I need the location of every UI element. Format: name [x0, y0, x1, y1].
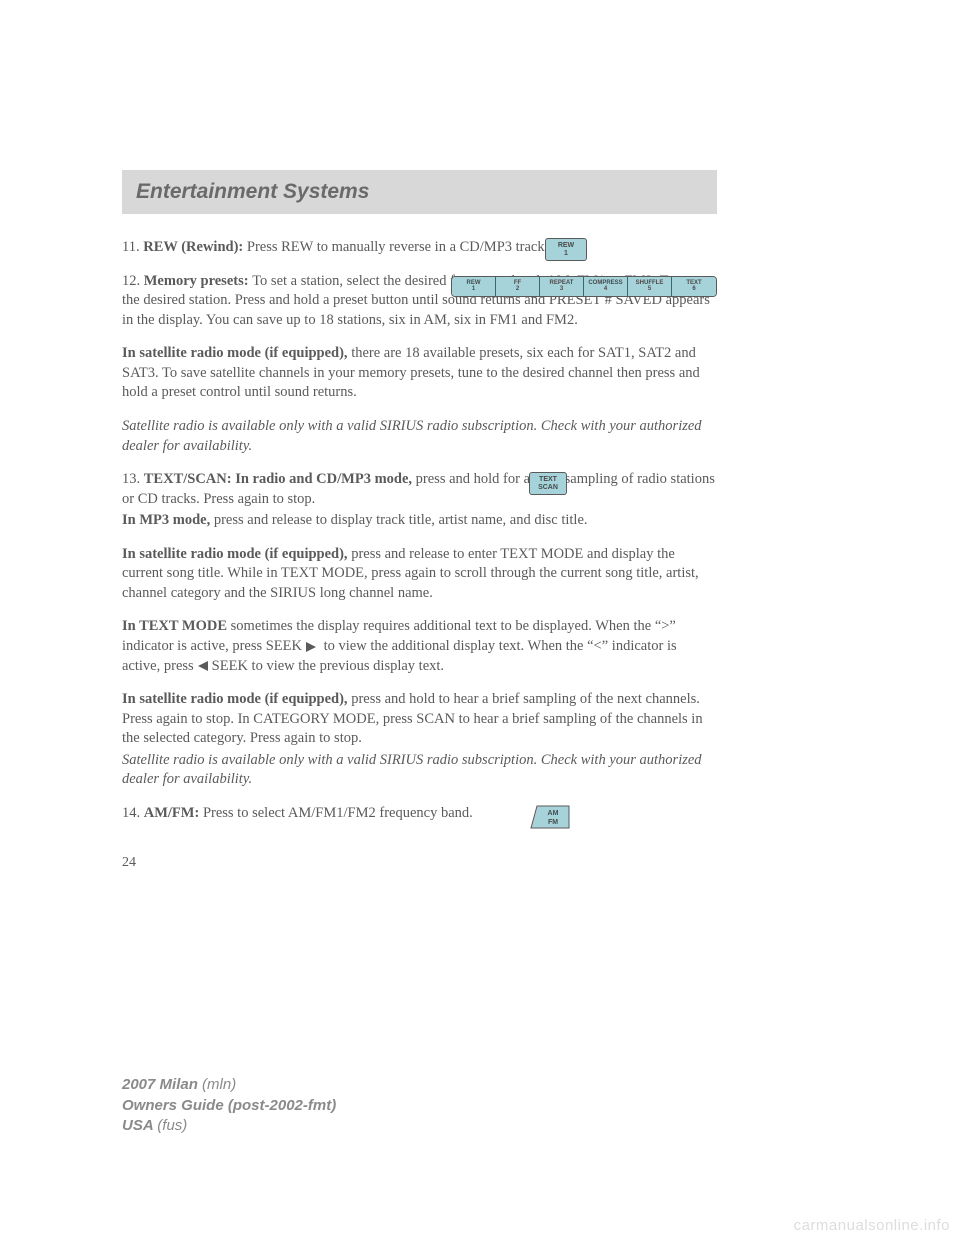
am-fm-line2: FM [548, 819, 558, 826]
item-12-lead: 12. [122, 273, 144, 289]
seek-right-icon [306, 642, 316, 652]
text-scan-line2: SCAN [538, 484, 558, 491]
sirius-note-1-text: Satellite radio is available only with a… [122, 417, 717, 456]
section-header: Entertainment Systems [122, 170, 717, 214]
preset-6: TEXT6 [672, 277, 716, 296]
sirius-note-2: Satellite radio is available only with a… [122, 751, 717, 790]
page-container: Entertainment Systems REW 1 11. REW (Rew… [0, 0, 840, 872]
sat-text-label: In satellite radio mode (if equipped), [122, 546, 351, 562]
text-mode-para: In TEXT MODE sometimes the display requi… [122, 617, 717, 676]
sat-hold-label: In satellite radio mode (if equipped), [122, 691, 351, 707]
sat-text-para: In satellite radio mode (if equipped), p… [122, 545, 717, 604]
text-scan-button-graphic: TEXT SCAN [529, 472, 567, 495]
footer-model-code: (mln) [202, 1076, 236, 1093]
preset-4: COMPRESS4 [584, 277, 628, 296]
content-area: REW 1 11. REW (Rewind): Press REW to man… [122, 238, 717, 872]
item-13-label: TEXT/SCAN: In radio and CD/MP3 mode, [144, 471, 416, 487]
page-number: 24 [122, 854, 717, 873]
am-fm-button-graphic: AM FM [529, 804, 571, 830]
preset-1: REW1 [452, 277, 496, 296]
item-13: TEXT SCAN 13. TEXT/SCAN: In radio and CD… [122, 470, 717, 509]
rew-line2: 1 [564, 250, 568, 257]
am-fm-line1: AM [548, 810, 559, 817]
rew-line1: REW [558, 242, 574, 249]
item-14: AM FM 14. AM/FM: Press to select AM/FM1/… [122, 804, 717, 824]
sirius-note-1: Satellite radio is available only with a… [122, 417, 717, 456]
seek-left-icon [198, 661, 208, 671]
watermark: carmanualsonline.info [794, 1217, 950, 1234]
mp3-mode-para: In MP3 mode, press and release to displa… [122, 511, 717, 531]
text-scan-line1: TEXT [539, 476, 557, 483]
item-14-label: AM/FM: [144, 805, 203, 821]
sirius-note-2-text: Satellite radio is available only with a… [122, 751, 717, 790]
preset-2: FF2 [496, 277, 540, 296]
sat-presets-label: In satellite radio mode (if equipped), [122, 345, 351, 361]
item-14-text: Press to select AM/FM1/FM2 frequency ban… [203, 805, 473, 821]
preset-buttons-graphic: REW1 FF2 REPEAT3 COMPRESS4 SHUFFLE5 TEXT… [451, 276, 717, 297]
text-mode-label: In TEXT MODE [122, 618, 231, 634]
footer-model: 2007 Milan [122, 1076, 202, 1093]
rew-button-graphic: REW 1 [545, 238, 587, 261]
item-11: REW 1 11. REW (Rewind): Press REW to man… [122, 238, 717, 258]
item-14-lead: 14. [122, 805, 144, 821]
sat-hold-para: In satellite radio mode (if equipped), p… [122, 690, 717, 749]
footer-region: USA [122, 1117, 157, 1134]
section-title: Entertainment Systems [136, 180, 369, 203]
footer: 2007 Milan (mln) Owners Guide (post-2002… [122, 1075, 336, 1136]
preset-3: REPEAT3 [540, 277, 584, 296]
footer-region-code: (fus) [157, 1117, 187, 1134]
preset-5: SHUFFLE5 [628, 277, 672, 296]
footer-guide: Owners Guide (post-2002-fmt) [122, 1096, 336, 1116]
sat-presets-para: In satellite radio mode (if equipped), t… [122, 344, 717, 403]
mp3-mode-label: In MP3 mode, [122, 512, 214, 528]
item-12: REW1 FF2 REPEAT3 COMPRESS4 SHUFFLE5 TEXT… [122, 272, 717, 331]
item-13-lead: 13. [122, 471, 144, 487]
mp3-mode-text: press and release to display track title… [214, 512, 588, 528]
item-11-lead: 11. [122, 239, 143, 255]
text-mode-t3: SEEK to view the previous display text. [212, 658, 444, 674]
item-11-text: Press REW to manually reverse in a CD/MP… [247, 239, 548, 255]
item-11-label: REW (Rewind): [143, 239, 247, 255]
item-12-label: Memory presets: [144, 273, 252, 289]
